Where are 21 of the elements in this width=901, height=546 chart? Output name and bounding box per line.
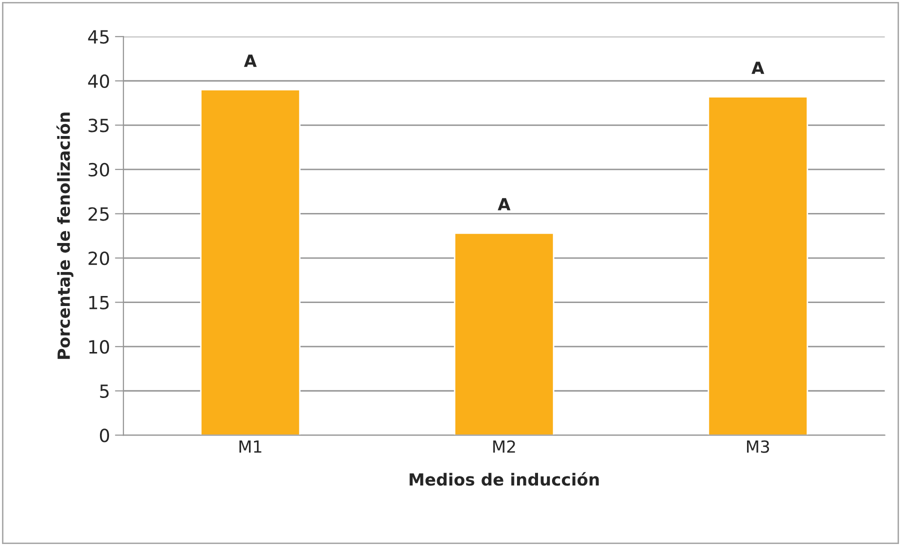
y-tick-label: 25 — [88, 207, 109, 221]
annotation: A — [498, 198, 510, 210]
y-tick-label: 45 — [88, 30, 109, 44]
y-tick-label: 35 — [88, 118, 109, 132]
y-tick-label: 40 — [88, 74, 110, 88]
annotation: A — [752, 62, 764, 74]
y-tick-label: 30 — [88, 162, 110, 177]
bar — [200, 89, 301, 436]
y-tick-label: 10 — [89, 340, 110, 354]
y-tick-label: 0 — [100, 428, 110, 442]
annotation: A — [244, 54, 257, 67]
bar — [708, 96, 808, 436]
x-axis-title: Medios de inducción — [410, 472, 599, 486]
y-tick-label: 20 — [88, 251, 110, 266]
x-tick-label: M2 — [493, 440, 515, 453]
y-tick-label: 5 — [100, 384, 109, 398]
x-tick-label: M3 — [747, 440, 770, 453]
bar — [454, 232, 554, 436]
y-axis-title: Porcentaje de fenolización — [56, 112, 74, 359]
x-tick-label: M1 — [239, 440, 262, 453]
y-tick-label: 15 — [89, 296, 109, 310]
